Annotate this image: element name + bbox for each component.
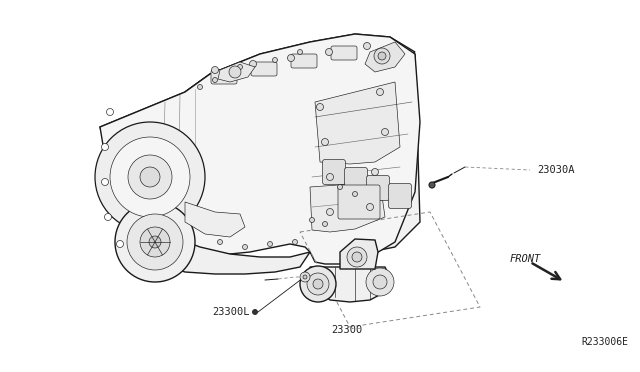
Circle shape	[353, 192, 358, 196]
Circle shape	[218, 240, 223, 244]
Polygon shape	[310, 182, 385, 232]
Circle shape	[374, 48, 390, 64]
Circle shape	[300, 272, 310, 282]
Text: 23300: 23300	[332, 325, 363, 335]
Circle shape	[298, 49, 303, 55]
Circle shape	[253, 310, 257, 314]
FancyBboxPatch shape	[367, 176, 390, 201]
Polygon shape	[185, 34, 415, 92]
Polygon shape	[185, 202, 245, 237]
Circle shape	[376, 89, 383, 96]
Text: 23030A: 23030A	[537, 165, 575, 175]
Circle shape	[115, 202, 195, 282]
Circle shape	[212, 77, 218, 83]
Circle shape	[102, 179, 109, 186]
Circle shape	[381, 128, 388, 135]
Polygon shape	[130, 207, 310, 274]
Text: FRONT: FRONT	[510, 254, 541, 264]
Circle shape	[211, 67, 218, 74]
Circle shape	[273, 58, 278, 62]
Circle shape	[95, 122, 205, 232]
Circle shape	[371, 169, 378, 176]
Circle shape	[149, 236, 161, 248]
Circle shape	[347, 247, 367, 267]
Circle shape	[140, 227, 170, 257]
Circle shape	[198, 84, 202, 90]
Circle shape	[367, 203, 374, 211]
Circle shape	[243, 244, 248, 250]
Circle shape	[229, 66, 241, 78]
Circle shape	[310, 218, 314, 222]
Circle shape	[313, 279, 323, 289]
Circle shape	[326, 48, 333, 55]
Polygon shape	[100, 74, 210, 242]
Text: R233006E: R233006E	[581, 337, 628, 347]
Polygon shape	[365, 42, 405, 72]
Circle shape	[378, 52, 386, 60]
Circle shape	[326, 173, 333, 180]
Circle shape	[140, 167, 160, 187]
FancyBboxPatch shape	[388, 183, 412, 208]
Circle shape	[292, 240, 298, 244]
Polygon shape	[218, 62, 255, 82]
Circle shape	[106, 109, 113, 115]
Text: 23300L: 23300L	[212, 307, 250, 317]
Circle shape	[303, 275, 307, 279]
Polygon shape	[315, 82, 400, 164]
Circle shape	[326, 208, 333, 215]
Circle shape	[307, 273, 329, 295]
Circle shape	[373, 275, 387, 289]
Circle shape	[321, 138, 328, 145]
Circle shape	[102, 144, 109, 151]
Circle shape	[127, 214, 183, 270]
Circle shape	[237, 64, 243, 70]
FancyBboxPatch shape	[344, 167, 367, 192]
Circle shape	[268, 241, 273, 247]
Circle shape	[317, 103, 323, 110]
FancyBboxPatch shape	[331, 46, 357, 60]
Circle shape	[323, 221, 328, 227]
Circle shape	[429, 182, 435, 188]
Circle shape	[300, 266, 336, 302]
Circle shape	[366, 268, 394, 296]
FancyBboxPatch shape	[291, 54, 317, 68]
Polygon shape	[310, 54, 420, 254]
FancyBboxPatch shape	[251, 62, 277, 76]
FancyBboxPatch shape	[211, 70, 237, 84]
FancyBboxPatch shape	[323, 160, 346, 185]
Circle shape	[128, 155, 172, 199]
FancyBboxPatch shape	[338, 185, 380, 219]
Circle shape	[337, 185, 342, 189]
Circle shape	[250, 61, 257, 67]
Circle shape	[104, 214, 111, 221]
Circle shape	[352, 252, 362, 262]
Polygon shape	[100, 34, 420, 264]
Polygon shape	[340, 239, 378, 269]
Circle shape	[287, 55, 294, 61]
Circle shape	[364, 42, 371, 49]
Polygon shape	[310, 267, 390, 302]
Circle shape	[110, 137, 190, 217]
Circle shape	[116, 241, 124, 247]
